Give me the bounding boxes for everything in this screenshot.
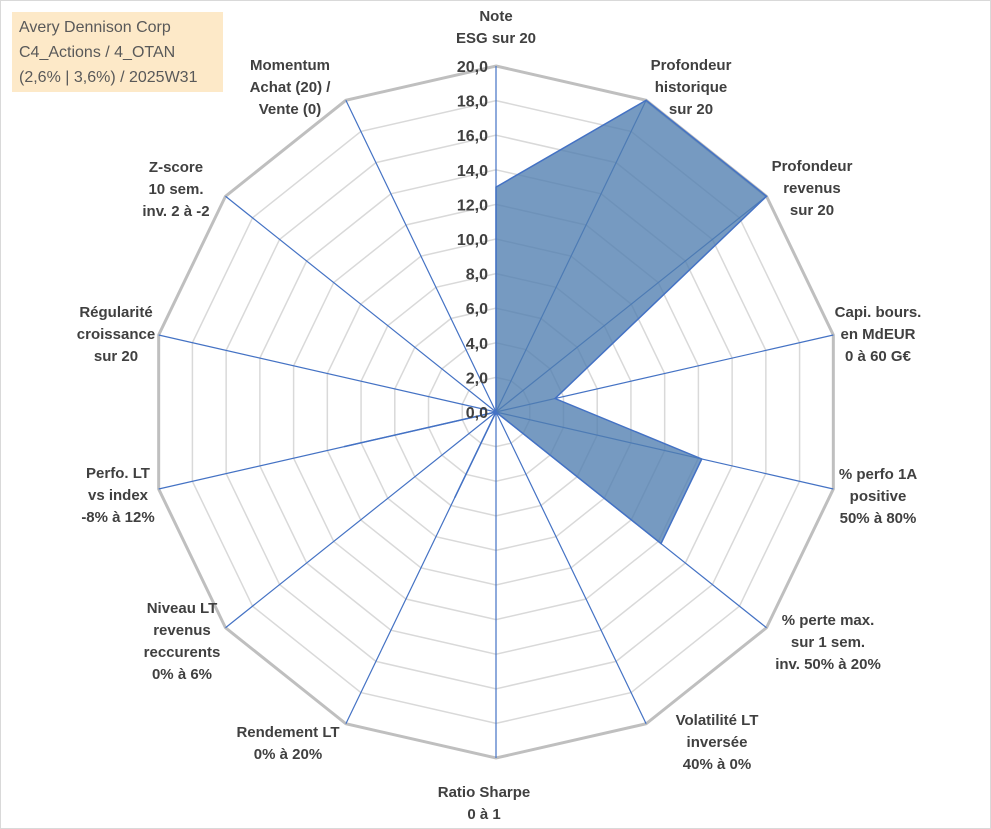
tick-label: 10,0 xyxy=(457,232,488,249)
category-label-4-line-0: % perfo 1A xyxy=(839,466,918,483)
category-label-7-line-1: 0 à 1 xyxy=(467,806,500,823)
category-label-9-line-2: reccurents xyxy=(144,644,221,661)
category-label-11-line-0: Régularité xyxy=(79,304,152,321)
category-label-5-line-1: sur 1 sem. xyxy=(791,634,865,651)
series-area-0 xyxy=(344,99,768,545)
category-label-9-line-0: Niveau LT xyxy=(147,600,218,617)
spoke-11 xyxy=(158,334,497,413)
category-label-5-line-2: inv. 50% à 20% xyxy=(775,656,881,673)
category-label-4-line-1: positive xyxy=(850,488,907,505)
category-label-6-line-2: 40% à 0% xyxy=(683,756,751,773)
spoke-13 xyxy=(345,100,497,413)
category-label-13-line-1: Achat (20) / xyxy=(250,79,332,96)
category-label-7-line-0: Ratio Sharpe xyxy=(438,784,531,801)
category-label-8-line-0: Rendement LT xyxy=(236,724,339,741)
spoke-12 xyxy=(225,195,497,413)
category-label-10-line-1: vs index xyxy=(88,487,149,504)
spoke-9 xyxy=(225,411,497,629)
category-label-1-line-0: Profondeur xyxy=(651,57,732,74)
category-label-3-line-2: 0 à 60 G€ xyxy=(845,348,912,365)
category-label-9-line-1: revenus xyxy=(153,622,211,639)
category-label-13-line-2: Vente (0) xyxy=(259,101,322,118)
category-labels: Note ESG sur 20 Profondeur historique sur 20… xyxy=(77,8,922,823)
category-label-2-line-0: Profondeur xyxy=(772,158,853,175)
title-line-category: C4_Actions / 4_OTAN xyxy=(19,44,176,61)
category-label-1-line-2: sur 20 xyxy=(669,101,713,118)
tick-label: 2,0 xyxy=(466,370,488,387)
category-label-0-line-1: ESG sur 20 xyxy=(456,30,536,47)
category-label-10-line-0: Perfo. LT xyxy=(86,465,150,482)
category-label-0-line-0: Note xyxy=(479,8,512,25)
category-label-3-line-1: en MdEUR xyxy=(841,326,916,343)
category-label-1-line-1: historique xyxy=(655,79,728,96)
category-label-12-line-1: 10 sem. xyxy=(148,181,203,198)
category-label-6-line-1: inversée xyxy=(687,734,748,751)
category-label-3-line-0: Capi. bours. xyxy=(835,304,922,321)
category-label-10-line-2: -8% à 12% xyxy=(81,509,154,526)
category-label-2-line-1: revenus xyxy=(783,180,841,197)
title-line-company: Avery Dennison Corp xyxy=(19,19,171,36)
category-label-8-line-1: 0% à 20% xyxy=(254,746,322,763)
category-label-4-line-2: 50% à 80% xyxy=(840,510,917,527)
tick-label: 12,0 xyxy=(457,197,488,214)
category-label-9-line-3: 0% à 6% xyxy=(152,666,212,683)
tick-label: 18,0 xyxy=(457,94,488,111)
title-box: Avery Dennison Corp C4_Actions / 4_OTAN … xyxy=(12,12,223,92)
tick-label: 4,0 xyxy=(466,336,488,353)
category-label-11-line-2: sur 20 xyxy=(94,348,138,365)
category-label-12-line-2: inv. 2 à -2 xyxy=(142,203,209,220)
tick-label: 8,0 xyxy=(466,267,488,284)
tick-label: 16,0 xyxy=(457,128,488,145)
tick-label: 20,0 xyxy=(457,59,488,76)
category-label-13-line-0: Momentum xyxy=(250,57,330,74)
category-label-2-line-2: sur 20 xyxy=(790,202,834,219)
category-label-12-line-0: Z-score xyxy=(149,159,203,176)
radar-series xyxy=(344,99,768,545)
tick-label: 0,0 xyxy=(466,405,488,422)
radial-tick-labels: 0,0 2,0 4,0 6,0 8,0 10,0 12,0 14,0 16,0 18,0 20,0 xyxy=(457,59,488,422)
category-label-6-line-0: Volatilité LT xyxy=(676,712,759,729)
category-label-11-line-1: croissance xyxy=(77,326,155,343)
title-line-period: (2,6% | 3,6%) / 2025W31 xyxy=(19,69,198,86)
spoke-6 xyxy=(495,411,647,724)
tick-label: 6,0 xyxy=(466,301,488,318)
category-label-5-line-0: % perte max. xyxy=(782,612,875,629)
tick-label: 14,0 xyxy=(457,163,488,180)
